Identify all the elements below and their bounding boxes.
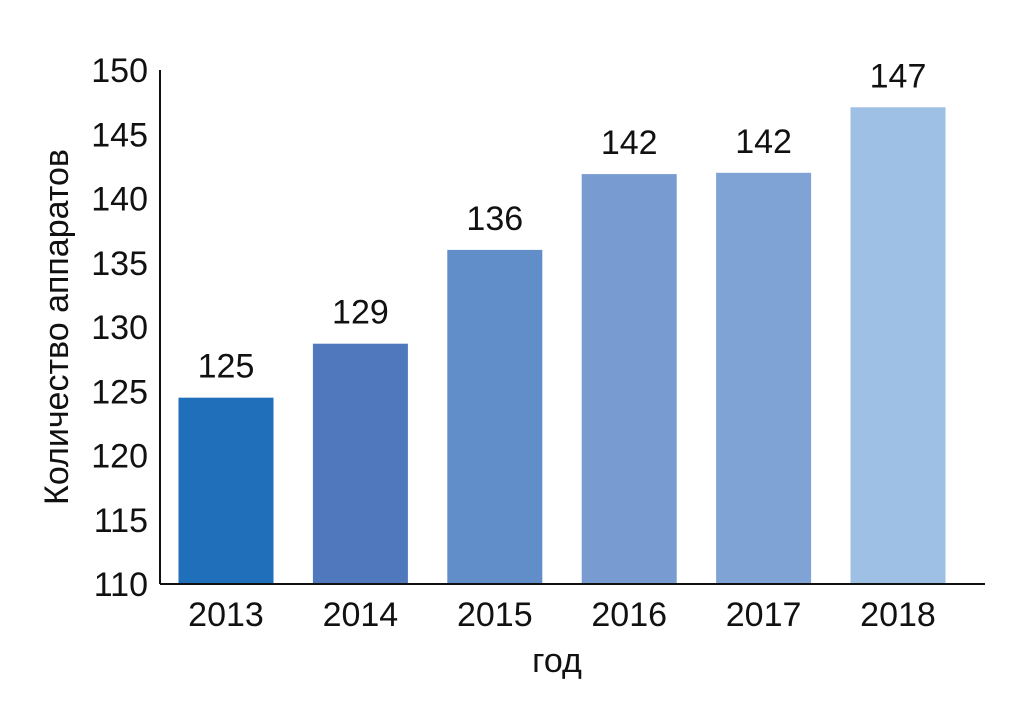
- bar-2016: [581, 174, 677, 584]
- x-tick-label-2015: 2015: [457, 596, 533, 634]
- y-tick-label: 140: [91, 181, 148, 219]
- x-axis-ticks: 2013 2014 2015 2016 2017 2018: [188, 596, 936, 634]
- x-tick-label-2017: 2017: [726, 596, 802, 634]
- y-axis-ticks: 110 115 120 125 130 135 140 145 150: [91, 52, 148, 604]
- bars: [178, 107, 946, 585]
- value-label-2014: 129: [332, 294, 389, 332]
- value-label-2013: 125: [198, 348, 255, 386]
- y-tick-label: 150: [91, 52, 148, 90]
- y-tick-label: 125: [91, 373, 148, 411]
- x-axis-title: год: [532, 642, 582, 680]
- value-label-2015: 136: [466, 200, 523, 238]
- value-label-2017: 142: [735, 123, 792, 161]
- x-tick-label-2018: 2018: [860, 596, 936, 634]
- bar-2013: [178, 397, 274, 584]
- bar-2018: [850, 107, 946, 584]
- bar-2014: [312, 343, 408, 584]
- y-tick-label: 115: [94, 502, 148, 540]
- x-tick-label-2014: 2014: [323, 596, 399, 634]
- value-labels: 125 129 136 142 142 147: [198, 57, 927, 385]
- y-tick-label: 145: [91, 116, 148, 154]
- x-tick-label-2013: 2013: [188, 596, 264, 634]
- value-label-2018: 147: [870, 57, 927, 95]
- x-tick-label-2016: 2016: [591, 596, 667, 634]
- y-tick-label: 110: [94, 566, 148, 604]
- y-tick-label: 135: [91, 245, 148, 283]
- value-label-2016: 142: [601, 124, 658, 162]
- bar-2015: [447, 249, 543, 584]
- y-tick-label: 120: [91, 438, 148, 476]
- bar-2017: [716, 172, 812, 585]
- y-tick-label: 130: [91, 309, 148, 347]
- y-axis-title: Количество аппаратов: [38, 149, 76, 505]
